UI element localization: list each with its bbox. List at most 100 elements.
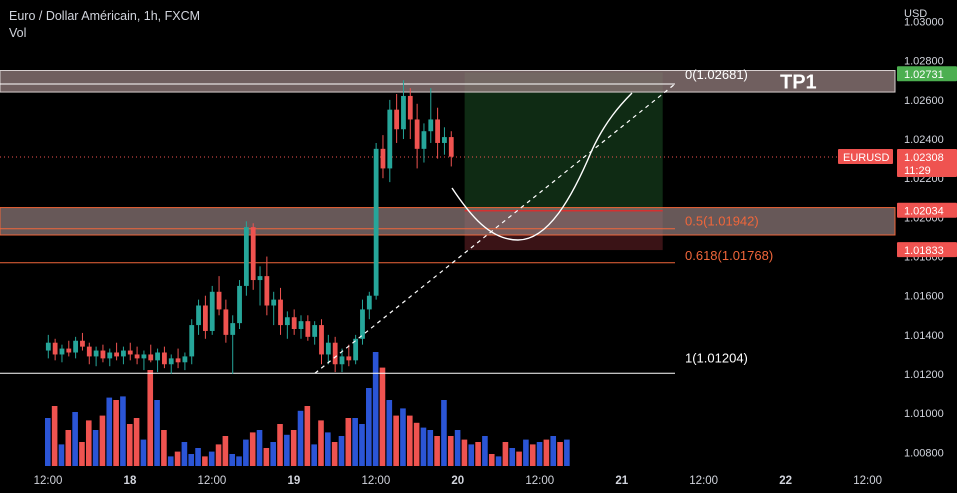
volume-bar	[447, 436, 454, 466]
volume-bar	[202, 456, 208, 466]
candle-body	[243, 227, 249, 286]
volume-bar	[140, 439, 147, 466]
volume-bar	[113, 400, 119, 466]
candle-body	[237, 285, 242, 324]
volume-bar	[420, 427, 427, 466]
x-tick-label: 12:00	[853, 475, 882, 487]
y-tick-label: 1.00800	[904, 447, 944, 459]
symbol-title[interactable]: Euro / Dollar Américain, 1h, FXCM	[9, 9, 201, 23]
price-label-box	[897, 242, 957, 258]
fib-label: 1(1.01204)	[685, 350, 748, 365]
volume-bar	[345, 418, 352, 466]
volume-bar	[263, 448, 270, 466]
volume-bar	[106, 397, 113, 466]
candle-body	[339, 356, 345, 365]
volume-bar	[58, 444, 65, 466]
volume-bar	[352, 418, 358, 466]
price-label-box	[897, 202, 957, 218]
volume-bar	[188, 454, 195, 466]
volume-bar	[249, 432, 256, 466]
volume-bar	[126, 424, 133, 466]
countdown-label: 11:29	[904, 165, 931, 177]
volume-bar	[79, 442, 85, 466]
volume-bar	[181, 442, 188, 466]
candle-body	[360, 309, 365, 339]
y-tick-label: 1.02400	[904, 134, 944, 146]
y-tick-label: 1.03000	[904, 17, 944, 29]
candle-body	[250, 227, 256, 281]
x-tick-label: 12:00	[689, 475, 718, 487]
volume-bar	[243, 439, 249, 466]
y-axis: 1.030001.028001.026001.024001.022001.020…	[904, 17, 944, 460]
candle-body	[435, 119, 441, 143]
candle-body	[86, 346, 92, 357]
candle-body	[257, 276, 263, 281]
candle-body	[127, 350, 133, 355]
volume-bar	[311, 444, 317, 466]
fib-label: 0.618(1.01768)	[685, 248, 773, 263]
volume-bar	[495, 456, 502, 466]
candle-body	[271, 299, 277, 306]
candle-body	[162, 352, 167, 365]
volume-bar	[454, 430, 461, 466]
volume-bar	[229, 454, 236, 466]
x-axis: 12:00 18 12:00 19 12:00 20 12:00 21 12:00 22 12:00	[34, 475, 882, 487]
volume-bar	[529, 444, 536, 466]
chart-header: Euro / Dollar Américain, 1h, FXCM Vol	[9, 9, 200, 40]
candle-body	[155, 352, 160, 361]
y-tick-label: 1.02800	[904, 56, 944, 68]
price-label: 1.01833	[904, 245, 944, 257]
candle-body	[100, 350, 106, 359]
candle-body	[421, 131, 427, 149]
y-tick-label: 1.01000	[904, 408, 944, 420]
volume-bar	[45, 418, 51, 466]
volume-bar	[277, 424, 283, 466]
volume-bar	[174, 451, 181, 466]
candle-body	[45, 342, 51, 351]
volume-bar	[65, 430, 72, 466]
price-label: 1.02308	[904, 152, 944, 164]
volume-bar	[85, 420, 92, 466]
volume-bar	[482, 436, 488, 466]
volume-bar	[256, 430, 263, 466]
volume-bar	[236, 456, 242, 466]
x-tick-label: 12:00	[361, 475, 390, 487]
volume-bar	[427, 430, 434, 466]
x-tick-label: 12:00	[34, 475, 63, 487]
volume-bar	[393, 415, 399, 466]
x-tick-label: 22	[779, 475, 792, 487]
y-tick-label: 1.01600	[904, 291, 944, 303]
y-tick-label: 1.01400	[904, 330, 944, 342]
candle-body	[141, 354, 147, 359]
candle-body	[93, 350, 99, 357]
y-tick-label: 1.01200	[904, 369, 944, 381]
volume-bar	[366, 388, 372, 466]
volume-bar	[120, 396, 126, 466]
volume-bar	[290, 430, 297, 466]
x-tick-label: 12:00	[198, 475, 227, 487]
candle-body	[312, 325, 318, 337]
candle-body	[230, 323, 236, 335]
candle-body	[209, 291, 215, 331]
volume-bar	[318, 420, 324, 466]
projection-curve	[451, 92, 633, 241]
volume-bar	[72, 412, 78, 466]
volume-bar	[297, 410, 304, 466]
volume-bar	[167, 456, 174, 466]
volume-bar	[270, 442, 276, 466]
volume-bar	[536, 442, 543, 466]
candle-body	[202, 305, 208, 331]
volume-bar	[475, 442, 481, 466]
candle-body	[346, 356, 352, 361]
volume-bar	[379, 367, 386, 466]
volume-bars	[45, 352, 570, 466]
candle-body	[373, 148, 379, 296]
candle-body	[380, 148, 386, 169]
volume-bar	[338, 436, 345, 466]
volume-bar	[502, 442, 509, 466]
candle-body	[305, 321, 311, 337]
candle-body	[189, 325, 195, 357]
support-zone	[0, 207, 896, 236]
volume-bar	[51, 406, 58, 466]
